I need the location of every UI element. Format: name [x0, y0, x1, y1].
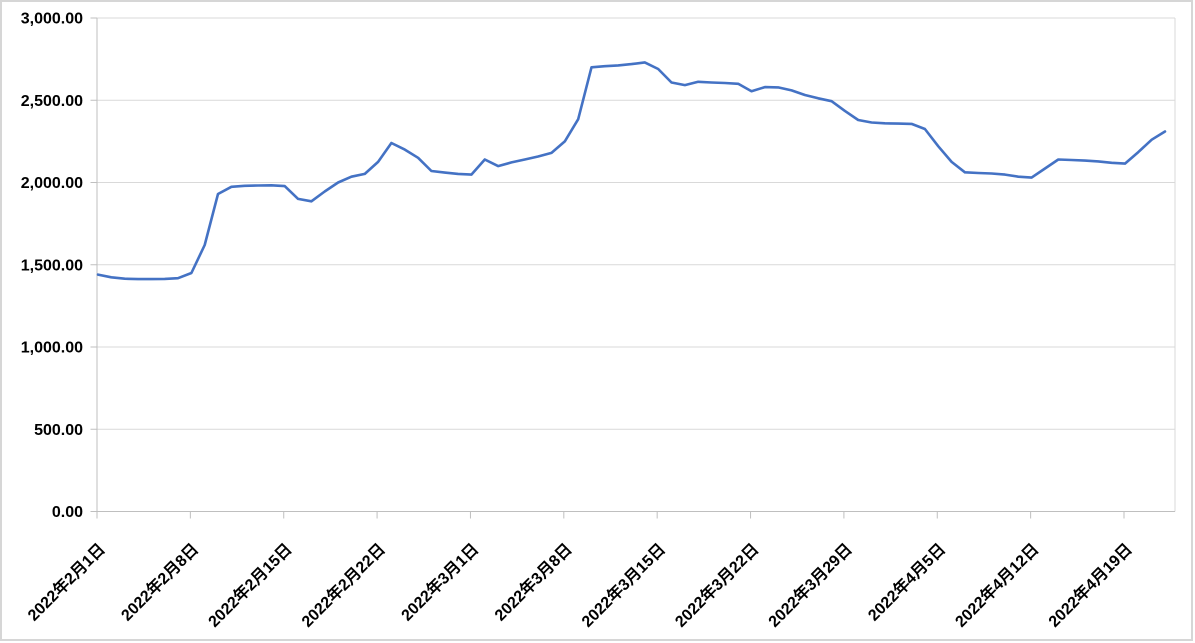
y-axis-label: 2,500.00 [21, 93, 83, 110]
x-axis-label: 2022年2月8日 [117, 539, 202, 624]
x-axis-label: 2022年4月12日 [951, 539, 1042, 630]
x-axis-label: 2022年2月22日 [297, 539, 388, 630]
y-axis-label: 500.00 [34, 422, 83, 439]
x-axis-label: 2022年3月15日 [578, 539, 669, 630]
y-axis-label: 0.00 [52, 504, 83, 521]
x-axis-label: 2022年3月22日 [671, 539, 762, 630]
data-line-series-1 [96, 61, 1167, 281]
x-axis-label: 2022年4月19日 [1044, 539, 1135, 630]
y-axis-label: 1,500.00 [21, 257, 83, 274]
y-axis-label: 1,000.00 [21, 340, 83, 357]
x-axis-label: 2022年3月8日 [491, 539, 576, 624]
x-axis-label: 2022年4月5日 [864, 539, 949, 624]
x-axis-label: 2022年3月1日 [397, 539, 482, 624]
x-axis-label: 2022年2月1日 [24, 539, 109, 624]
y-axis-label: 3,000.00 [21, 11, 83, 28]
y-axis-label: 2,000.00 [21, 175, 83, 192]
x-axis-label: 2022年3月29日 [764, 539, 855, 630]
x-axis-label: 2022年2月15日 [204, 539, 295, 630]
